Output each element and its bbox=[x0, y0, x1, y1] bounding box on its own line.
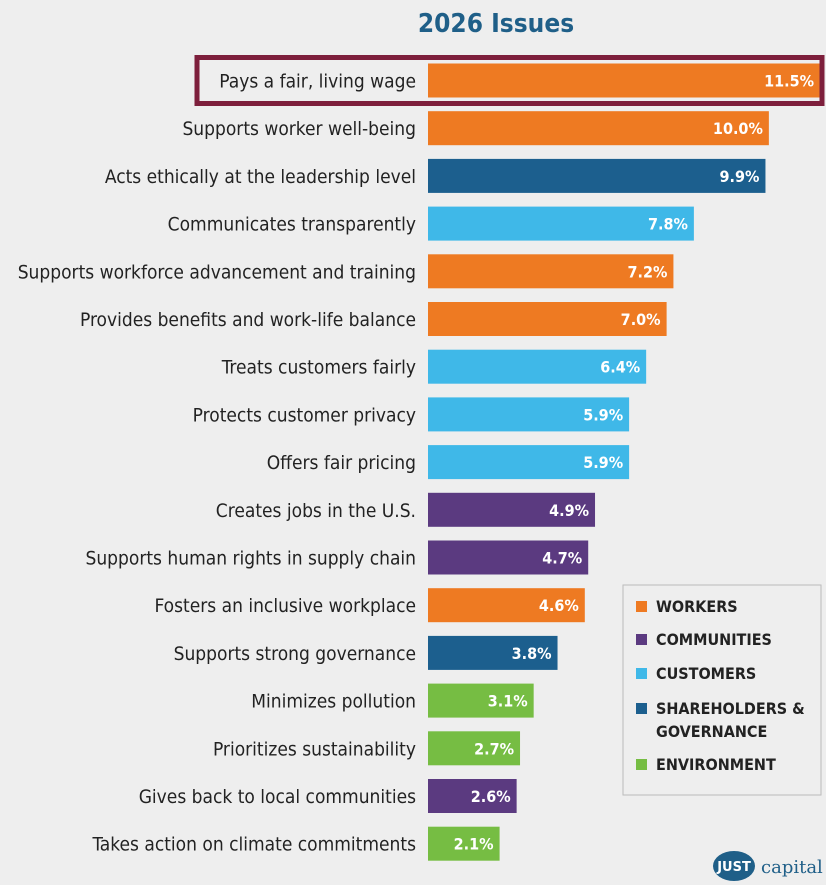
value-label: 3.1% bbox=[488, 692, 528, 711]
bar bbox=[428, 206, 694, 241]
category-label: Supports workforce advancement and train… bbox=[18, 261, 416, 283]
bar bbox=[428, 111, 769, 146]
category-label: Acts ethically at the leadership level bbox=[105, 166, 416, 188]
value-label: 3.8% bbox=[512, 644, 552, 663]
legend-label: COMMUNITIES bbox=[656, 630, 772, 649]
legend-label: SHAREHOLDERS & GOVERNANCE bbox=[656, 699, 805, 741]
value-label: 4.6% bbox=[539, 596, 579, 615]
value-label: 5.9% bbox=[583, 453, 623, 472]
value-label: 4.7% bbox=[542, 549, 582, 568]
bar bbox=[428, 397, 630, 432]
chart-title: 2026 Issues bbox=[418, 9, 574, 39]
legend-swatch bbox=[636, 703, 647, 714]
bar bbox=[428, 779, 517, 813]
bar bbox=[428, 683, 534, 718]
bar bbox=[428, 731, 521, 766]
bar bbox=[428, 445, 630, 480]
bar bbox=[428, 302, 667, 336]
value-label: 7.2% bbox=[628, 262, 668, 281]
category-label: Prioritizes sustainability bbox=[213, 738, 416, 760]
value-label: 5.9% bbox=[583, 405, 623, 424]
bar bbox=[428, 826, 500, 861]
category-label: Supports worker well-being bbox=[182, 118, 416, 140]
logo-badge-text: JUST bbox=[716, 860, 751, 875]
category-label: Protects customer privacy bbox=[193, 404, 416, 426]
value-label: 7.0% bbox=[621, 310, 661, 329]
legend-label: CUSTOMERS bbox=[656, 664, 756, 683]
value-label: 4.9% bbox=[549, 501, 589, 520]
legend-box bbox=[622, 584, 822, 796]
legend-label: WORKERS bbox=[656, 597, 738, 616]
category-label: Gives back to local communities bbox=[139, 786, 416, 808]
bar bbox=[428, 588, 585, 623]
bar bbox=[428, 63, 820, 98]
category-label: Minimizes pollution bbox=[251, 691, 416, 713]
bar bbox=[428, 158, 766, 193]
bar bbox=[428, 635, 558, 670]
category-label: Treats customers fairly bbox=[221, 357, 416, 379]
bar bbox=[428, 254, 674, 289]
value-label: 6.4% bbox=[600, 358, 640, 377]
value-label: 10.0% bbox=[713, 119, 763, 138]
brand-logo: JUST capital bbox=[713, 851, 823, 881]
category-label: Pays a fair, living wage bbox=[219, 71, 416, 93]
legend: WORKERS COMMUNITIES CUSTOMERS SHAREHOLDERS … bbox=[622, 584, 822, 796]
bar bbox=[428, 492, 596, 527]
value-label: 2.6% bbox=[471, 787, 511, 806]
category-label: Supports strong governance bbox=[174, 643, 416, 665]
highlight-box bbox=[194, 55, 825, 106]
bar bbox=[428, 349, 647, 384]
logo-badge-shape bbox=[713, 851, 755, 881]
bars-layer: Pays a fair, living wage 11.5% Supports wo… bbox=[18, 55, 825, 861]
value-label: 2.7% bbox=[474, 739, 514, 758]
category-label: Creates jobs in the U.S. bbox=[216, 500, 416, 522]
legend-swatch bbox=[636, 668, 647, 679]
category-label: Offers fair pricing bbox=[267, 452, 416, 474]
legend-swatch bbox=[636, 601, 647, 612]
value-label: 2.1% bbox=[454, 835, 494, 854]
category-label: Provides benefits and work-life balance bbox=[80, 309, 416, 331]
legend-swatch bbox=[636, 634, 647, 645]
category-label: Takes action on climate commitments bbox=[92, 834, 417, 856]
value-label: 9.9% bbox=[720, 167, 760, 186]
logo-text: capital bbox=[761, 857, 823, 878]
value-label: 11.5% bbox=[764, 72, 814, 91]
legend-swatch bbox=[636, 759, 647, 770]
bar bbox=[428, 540, 589, 575]
value-label: 7.8% bbox=[648, 215, 688, 234]
legend-label: ENVIRONMENT bbox=[656, 755, 776, 774]
category-label: Supports human rights in supply chain bbox=[85, 548, 416, 570]
category-label: Fosters an inclusive workplace bbox=[155, 595, 416, 617]
category-label: Communicates transparently bbox=[168, 214, 416, 236]
